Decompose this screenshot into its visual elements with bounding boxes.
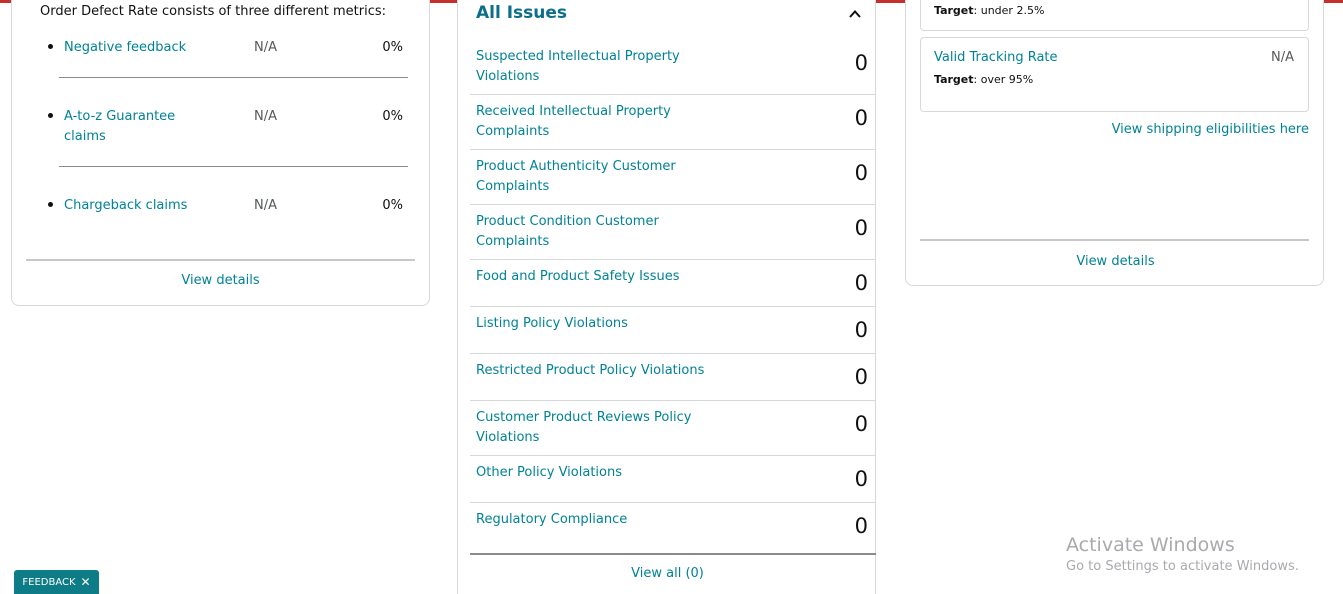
- close-icon[interactable]: ✕: [80, 575, 91, 589]
- activate-windows-watermark-subtitle: Go to Settings to activate Windows.: [1066, 559, 1299, 574]
- issue-row: Received Intellectual Property Complaint…: [470, 95, 876, 150]
- issue-row: Product Authenticity Customer Complaints…: [470, 150, 876, 205]
- odr-view-details-link[interactable]: View details: [181, 273, 260, 288]
- odr-intro-text: Order Defect Rate consists of three diff…: [40, 4, 387, 19]
- issue-label-link[interactable]: Other Policy Violations: [476, 465, 622, 480]
- issue-count: 0: [854, 365, 868, 389]
- issue-row: Customer Product Reviews Policy Violatio…: [470, 401, 876, 456]
- card-footer-divider: [26, 259, 415, 261]
- issue-label-link[interactable]: Received Intellectual Property Complaint…: [476, 104, 671, 139]
- negative-feedback-percent: 0%: [382, 40, 403, 55]
- valid-tracking-rate-link[interactable]: Valid Tracking Rate: [934, 50, 1058, 65]
- issue-count: 0: [854, 318, 868, 342]
- bullet-icon: [48, 44, 53, 49]
- issue-row: Restricted Product Policy Violations 0: [470, 354, 876, 401]
- atoz-guarantee-link[interactable]: A-to-z Guarantee claims: [64, 109, 176, 144]
- issue-row: Food and Product Safety Issues 0: [470, 260, 876, 307]
- issue-label-link[interactable]: Product Authenticity Customer Complaints: [476, 159, 676, 194]
- bullet-icon: [48, 113, 53, 118]
- issue-row: Regulatory Compliance 0: [470, 503, 876, 553]
- issue-row: Product Condition Customer Complaints 0: [470, 205, 876, 260]
- valid-tracking-metric-box: Valid Tracking Rate N/A Target: over 95%: [920, 37, 1309, 112]
- issue-count: 0: [854, 412, 868, 436]
- issues-footer-divider: [470, 553, 876, 555]
- chargeback-claims-percent: 0%: [382, 198, 403, 213]
- issue-label-link[interactable]: Restricted Product Policy Violations: [476, 363, 705, 378]
- chargeback-claims-link[interactable]: Chargeback claims: [64, 198, 188, 213]
- issue-label-link[interactable]: Customer Product Reviews Policy Violatio…: [476, 410, 692, 445]
- atoz-guarantee-percent: 0%: [382, 109, 403, 124]
- issue-label-link[interactable]: Regulatory Compliance: [476, 512, 628, 527]
- activate-windows-watermark-title: Activate Windows: [1066, 534, 1235, 556]
- issue-count: 0: [854, 467, 868, 491]
- feedback-button[interactable]: FEEDBACK ✕: [14, 570, 99, 594]
- issue-count: 0: [854, 161, 868, 185]
- shipping-view-details-link[interactable]: View details: [1076, 254, 1155, 269]
- issue-count: 0: [854, 514, 868, 538]
- divider: [59, 77, 408, 78]
- issue-row: Listing Policy Violations 0: [470, 307, 876, 354]
- negative-feedback-value: N/A: [254, 40, 277, 55]
- late-dispatch-target: Target: under 2.5%: [934, 4, 1045, 17]
- valid-tracking-rate-value: N/A: [1271, 50, 1294, 65]
- view-all-issues-link[interactable]: View all (0): [631, 566, 704, 581]
- bullet-icon: [48, 202, 53, 207]
- account-health-issues-panel: All Issues Suspected Intellectual Proper…: [457, 0, 876, 594]
- issue-row: Suspected Intellectual Property Violatio…: [470, 38, 876, 95]
- late-dispatch-metric-box: Target: under 2.5%: [920, 0, 1309, 31]
- shipping-performance-card: Target: under 2.5% Valid Tracking Rate N…: [905, 0, 1324, 286]
- order-defect-rate-card: [11, 0, 430, 306]
- card-footer-divider: [920, 239, 1309, 241]
- issue-count: 0: [854, 271, 868, 295]
- valid-tracking-target: Target: over 95%: [934, 73, 1034, 86]
- issue-label-link[interactable]: Food and Product Safety Issues: [476, 269, 680, 284]
- issue-count: 0: [854, 106, 868, 130]
- chevron-up-icon[interactable]: [849, 8, 861, 20]
- divider: [59, 166, 408, 167]
- feedback-label: FEEDBACK: [22, 576, 76, 588]
- chargeback-claims-value: N/A: [254, 198, 277, 213]
- issue-label-link[interactable]: Product Condition Customer Complaints: [476, 214, 659, 249]
- negative-feedback-link[interactable]: Negative feedback: [64, 40, 187, 55]
- issue-count: 0: [854, 51, 868, 75]
- issue-row: Other Policy Violations 0: [470, 456, 876, 503]
- atoz-guarantee-value: N/A: [254, 109, 277, 124]
- issue-label-link[interactable]: Suspected Intellectual Property Violatio…: [476, 49, 680, 84]
- view-shipping-eligibilities-link[interactable]: View shipping eligibilities here: [1111, 122, 1309, 137]
- issue-label-link[interactable]: Listing Policy Violations: [476, 316, 628, 331]
- issue-count: 0: [854, 216, 868, 240]
- all-issues-heading[interactable]: All Issues: [476, 3, 568, 23]
